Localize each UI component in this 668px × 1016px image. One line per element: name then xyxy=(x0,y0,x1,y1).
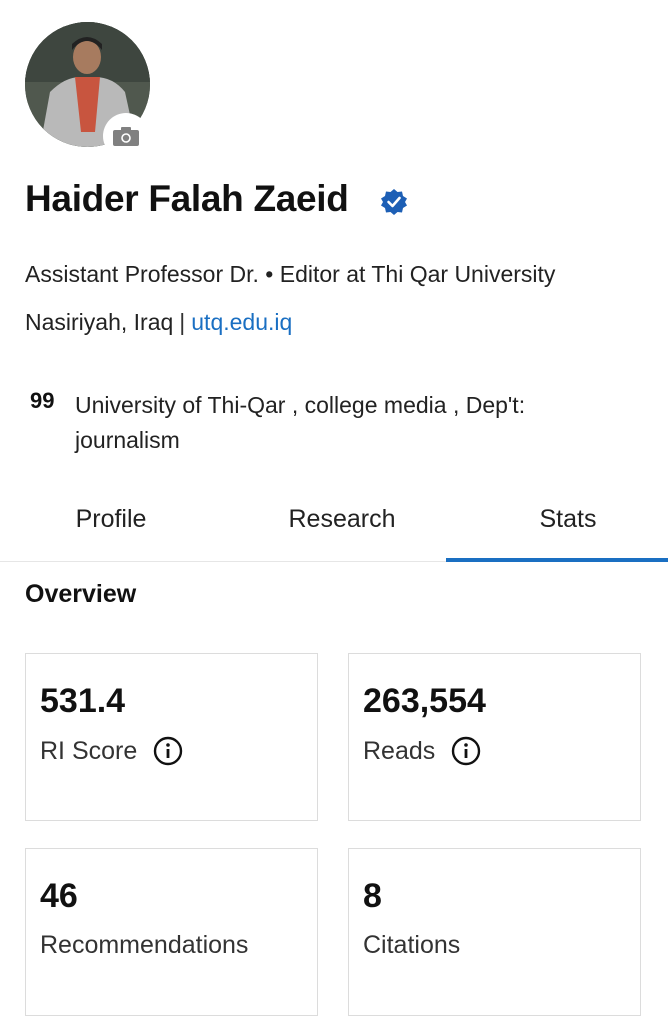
profile-name: Haider Falah Zaeid xyxy=(25,178,349,219)
tab-profile[interactable]: Profile xyxy=(75,505,147,533)
stat-card-reads[interactable]: 263,554 Reads xyxy=(348,653,641,821)
website-link[interactable]: utq.edu.iq xyxy=(191,309,293,335)
stat-card-recommendations[interactable]: 46 Recommendations xyxy=(25,848,318,1016)
camera-icon xyxy=(113,127,139,146)
stat-label: Citations xyxy=(363,931,461,959)
info-icon[interactable] xyxy=(153,736,183,766)
quote-icon: 99 xyxy=(30,388,55,413)
stat-card-ri-score[interactable]: 531.4 RI Score xyxy=(25,653,318,821)
profile-headline: Assistant Professor Dr. • Editor at Thi … xyxy=(25,261,556,287)
verified-badge-icon xyxy=(380,188,408,221)
profile-affiliation: University of Thi-Qar , college media , … xyxy=(75,392,526,453)
tab-divider xyxy=(0,561,668,562)
avatar-photo xyxy=(25,22,150,147)
section-title: Overview xyxy=(25,580,137,608)
stat-label: RI Score xyxy=(40,736,138,765)
stat-value: 46 xyxy=(40,877,78,915)
tab-stats[interactable]: Stats xyxy=(539,505,597,533)
stat-card-citations[interactable]: 8 Citations xyxy=(348,848,641,1016)
separator: | xyxy=(179,309,186,335)
active-tab-indicator xyxy=(446,558,668,562)
location: Nasiriyah, Iraq xyxy=(25,309,174,335)
stat-label: Recommendations xyxy=(40,931,249,959)
stat-value: 8 xyxy=(363,877,382,915)
stat-label: Reads xyxy=(363,736,436,765)
profile-location-row: Nasiriyah, Iraq | utq.edu.iq xyxy=(25,309,292,336)
stat-value: 263,554 xyxy=(363,682,486,720)
change-photo-button[interactable] xyxy=(103,113,149,159)
info-icon[interactable] xyxy=(451,736,481,766)
stat-value: 531.4 xyxy=(40,682,126,720)
avatar[interactable] xyxy=(25,22,150,147)
tab-research[interactable]: Research xyxy=(288,505,396,533)
